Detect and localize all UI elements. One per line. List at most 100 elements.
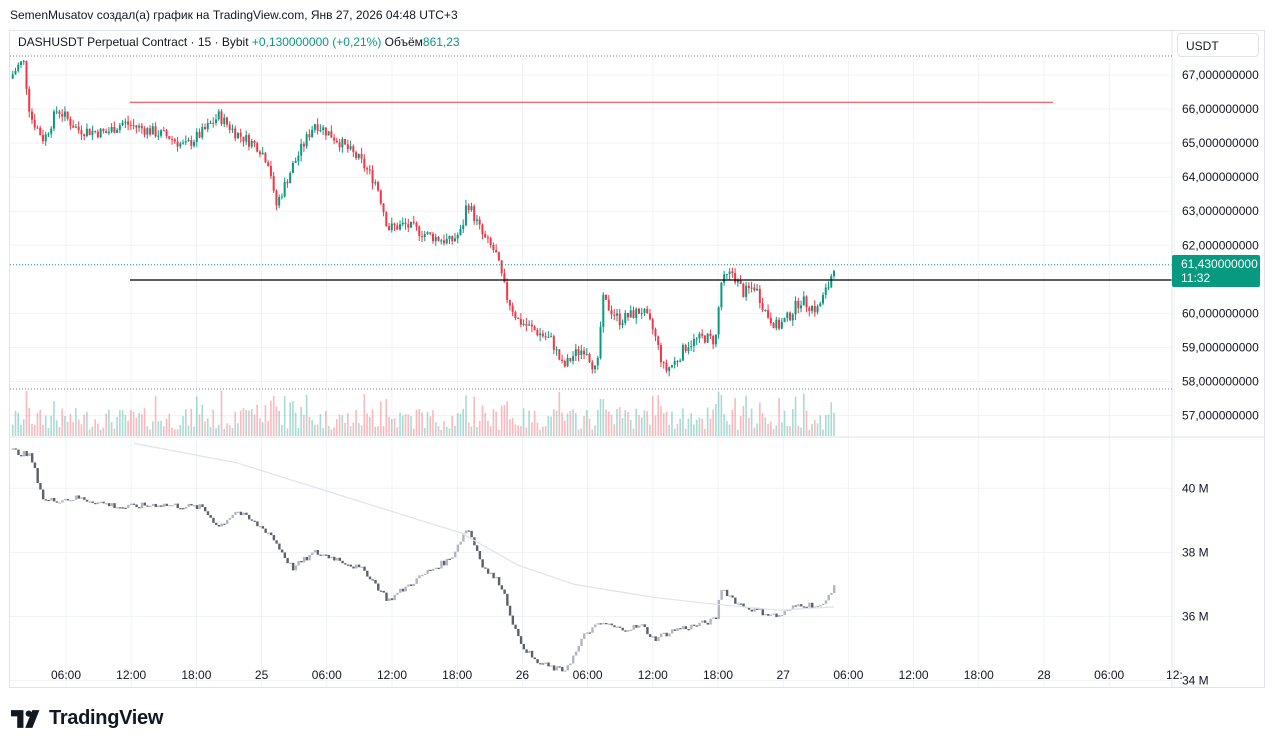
lower-bar <box>706 622 710 625</box>
candle-body <box>541 333 544 337</box>
time-tick-label: 12:00 <box>377 668 407 682</box>
lower-bar <box>629 629 633 631</box>
volume-bar <box>720 394 723 436</box>
lower-bar <box>478 550 482 560</box>
candle-body <box>297 155 300 161</box>
volume-bar <box>349 426 352 436</box>
volume-bar <box>99 429 102 436</box>
candle-body <box>66 111 69 119</box>
candle-body <box>580 350 583 355</box>
lower-bar <box>475 545 479 551</box>
lower-bar <box>187 503 190 507</box>
lower-bar <box>385 592 388 601</box>
lower-bar <box>242 512 245 516</box>
volume-bar <box>805 410 808 436</box>
volume-bar <box>201 404 204 436</box>
volume-bar <box>217 424 220 436</box>
lower-bar <box>330 556 333 559</box>
lower-bar <box>533 657 537 660</box>
volume-bar <box>228 425 231 436</box>
candle-body <box>599 326 602 359</box>
lower-bar <box>124 507 127 509</box>
volume-bar <box>643 410 646 436</box>
candle-body <box>366 168 369 170</box>
time-tick-label: 12: <box>1166 668 1183 682</box>
lower-bar <box>396 592 399 595</box>
volume-bar <box>333 427 335 436</box>
lower-bar <box>577 645 580 652</box>
volume-bar <box>157 421 160 436</box>
candle-body <box>470 206 473 211</box>
candle-body <box>786 312 789 319</box>
lower-bar <box>800 604 803 607</box>
volume-bar <box>182 416 184 436</box>
volume-bar <box>28 407 31 436</box>
candle-body <box>379 190 382 204</box>
lower-bar <box>264 528 267 533</box>
volume-bar <box>723 414 725 436</box>
lower-bar <box>357 564 361 568</box>
candle-body <box>717 307 720 335</box>
volume-bar <box>456 413 459 436</box>
candle-body <box>396 225 399 230</box>
candle-body <box>572 356 575 361</box>
candle-body <box>399 224 402 230</box>
volume-bar <box>671 411 673 436</box>
volume-bar <box>143 408 146 436</box>
lower-bar <box>758 608 762 610</box>
chart-legend[interactable]: DASHUSDT Perpetual Contract · 15 · Bybit… <box>18 35 460 49</box>
candle-body <box>605 294 608 300</box>
volume-bar <box>421 412 423 436</box>
candle-body <box>182 142 185 144</box>
lower-bar <box>154 503 157 508</box>
volume-bar <box>352 422 355 436</box>
lower-bar <box>322 554 325 556</box>
lower-bar <box>22 451 26 457</box>
candle-body <box>533 326 536 331</box>
currency-button[interactable]: USDT <box>1177 33 1259 57</box>
volume-bar <box>58 427 61 436</box>
volume-bar <box>759 402 761 436</box>
lower-bar <box>341 560 344 564</box>
candle-body <box>588 353 591 362</box>
candle-body <box>723 274 726 283</box>
candle-body <box>668 367 671 371</box>
candle-body <box>585 353 588 355</box>
lower-bar <box>739 603 743 605</box>
candle-body <box>778 319 781 329</box>
lower-bar <box>143 502 146 506</box>
lower-bar <box>720 590 723 600</box>
candle-body <box>390 223 393 231</box>
candle-body <box>423 234 426 238</box>
volume-bar <box>163 426 165 436</box>
volume-bar <box>555 410 558 436</box>
lower-bar <box>412 583 416 586</box>
candle-body <box>637 308 640 314</box>
lower-bar <box>94 503 97 505</box>
candle-body <box>434 236 437 242</box>
candle-body <box>261 152 264 155</box>
candle-body <box>11 74 14 79</box>
candle-body <box>247 135 250 147</box>
price-tick-label: 60,000000000 <box>1182 306 1259 320</box>
brand[interactable]: TradingView <box>11 707 163 730</box>
candle-body <box>404 222 407 225</box>
candle-body <box>124 121 127 123</box>
candle-body <box>720 282 723 308</box>
lower-bar <box>245 512 248 515</box>
lower-bar <box>437 567 440 569</box>
lower-bar <box>379 590 383 592</box>
lower-bar <box>105 503 108 505</box>
candle-body <box>149 128 152 135</box>
volume-bar <box>470 426 473 436</box>
lower-bar <box>195 505 199 510</box>
lower-bar <box>659 633 663 638</box>
candle-body <box>225 117 228 125</box>
price-tick-label: 59,000000000 <box>1182 340 1259 354</box>
volume-bar <box>478 420 481 436</box>
candle-body <box>525 323 528 326</box>
time-tick-label: 18:00 <box>442 668 472 682</box>
lower-bar <box>250 519 254 521</box>
volume-bar <box>605 409 607 436</box>
